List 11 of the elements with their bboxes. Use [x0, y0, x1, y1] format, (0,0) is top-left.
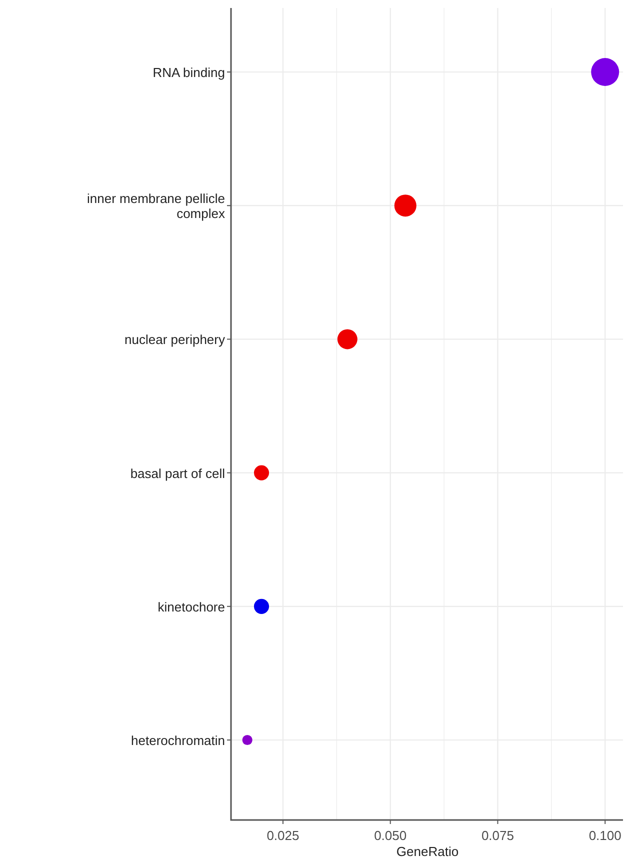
y-tick-label: nuclear periphery — [124, 332, 226, 348]
y-tick-label: RNA binding — [152, 65, 225, 80]
x-tick-label: 0.050 — [374, 828, 407, 843]
y-tick-label: kinetochore — [158, 599, 225, 614]
x-tick-label: 0.025 — [266, 828, 300, 843]
y-tick-label: basal part of cell — [130, 466, 226, 481]
x-tick-label: 0.100 — [588, 828, 622, 843]
y-tick-label: inner membrane pellicle complex — [86, 191, 226, 222]
x-tick-label: 0.075 — [481, 828, 514, 843]
y-tick-label: heterochromatin — [131, 733, 225, 748]
x-axis-title: GeneRatio — [396, 844, 459, 859]
